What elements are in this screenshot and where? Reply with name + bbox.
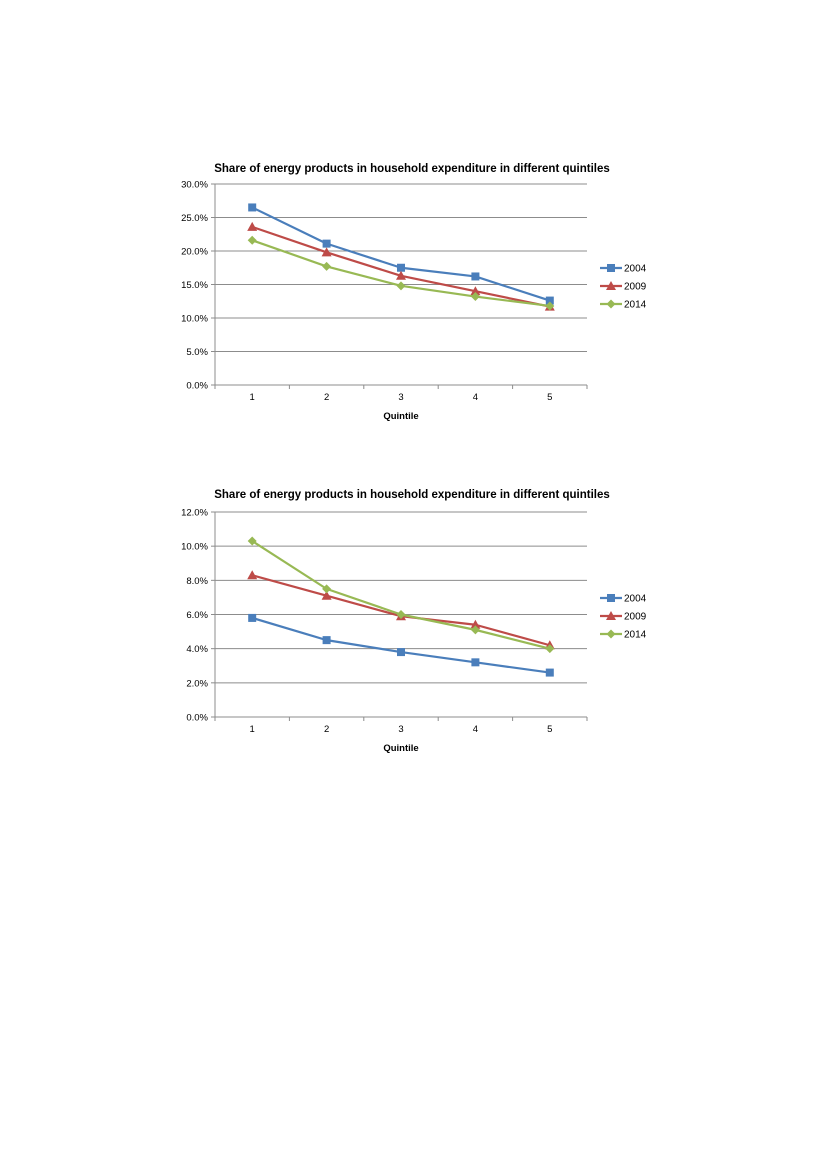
x-tick-label: 5 bbox=[547, 724, 552, 735]
x-tick-label: 2 bbox=[324, 724, 329, 735]
chart-title: Share of energy products in household ex… bbox=[214, 489, 610, 501]
legend-marker bbox=[606, 611, 616, 620]
chart-svg-2: Share of energy products in household ex… bbox=[181, 489, 647, 754]
chart-title: Share of energy products in household ex… bbox=[214, 163, 610, 175]
legend-marker bbox=[607, 264, 615, 272]
series-2014 bbox=[247, 235, 555, 311]
data-point-2004 bbox=[397, 263, 405, 272]
legend-label: 2004 bbox=[624, 594, 647, 605]
legend-label: 2009 bbox=[624, 282, 647, 293]
y-tick-label: 0.0% bbox=[186, 713, 208, 724]
data-point-2014 bbox=[396, 281, 406, 291]
y-tick-label: 30.0% bbox=[181, 180, 208, 191]
x-axis-label: Quintile bbox=[383, 743, 418, 754]
data-point-2014 bbox=[322, 584, 332, 594]
data-point-2014 bbox=[247, 536, 257, 546]
data-point-2014 bbox=[247, 235, 257, 245]
x-axis-label: Quintile bbox=[383, 411, 418, 422]
data-point-2014 bbox=[322, 261, 332, 271]
legend-item-2009: 2009 bbox=[600, 281, 647, 293]
y-tick-label: 10.0% bbox=[181, 542, 208, 553]
data-point-2004 bbox=[322, 636, 331, 645]
legend-marker bbox=[606, 281, 616, 290]
legend-label: 2004 bbox=[624, 264, 647, 275]
y-tick-label: 12.0% bbox=[181, 508, 208, 519]
data-point-2009 bbox=[396, 270, 406, 280]
y-tick-label: 0.0% bbox=[186, 381, 208, 392]
legend-item-2014: 2014 bbox=[600, 629, 647, 641]
x-tick-label: 3 bbox=[398, 724, 403, 735]
x-tick-label: 4 bbox=[473, 724, 478, 735]
y-tick-label: 25.0% bbox=[181, 213, 208, 224]
y-tick-label: 15.0% bbox=[181, 280, 208, 291]
y-tick-label: 2.0% bbox=[186, 678, 208, 689]
y-tick-label: 4.0% bbox=[186, 644, 208, 655]
legend-item-2004: 2004 bbox=[600, 594, 647, 605]
data-point-2009 bbox=[470, 286, 481, 296]
y-tick-label: 20.0% bbox=[181, 247, 208, 258]
data-point-2014 bbox=[396, 610, 406, 619]
legend-marker bbox=[607, 594, 615, 602]
data-point-2004 bbox=[248, 613, 257, 622]
legend-marker bbox=[606, 299, 616, 309]
data-point-2009 bbox=[470, 619, 481, 629]
y-tick-label: 8.0% bbox=[186, 576, 208, 587]
legend-label: 2014 bbox=[624, 300, 647, 311]
x-tick-label: 2 bbox=[324, 392, 329, 403]
x-tick-label: 3 bbox=[398, 392, 403, 403]
legend-label: 2009 bbox=[624, 612, 647, 623]
data-point-2004 bbox=[545, 668, 554, 677]
data-point-2004 bbox=[545, 296, 554, 305]
chart-energy-share-2: Share of energy products in household ex… bbox=[0, 478, 827, 768]
legend-item-2009: 2009 bbox=[600, 611, 647, 623]
chart-svg-1: Share of energy products in household ex… bbox=[181, 163, 647, 422]
legend-item-2014: 2014 bbox=[600, 299, 647, 311]
data-point-2004 bbox=[322, 239, 331, 248]
x-tick-label: 1 bbox=[250, 724, 255, 735]
data-point-2009 bbox=[247, 221, 258, 231]
data-point-2014 bbox=[545, 644, 555, 654]
chart-energy-share-1: Share of energy products in household ex… bbox=[0, 150, 827, 440]
data-point-2004 bbox=[397, 648, 405, 657]
data-point-2009 bbox=[321, 590, 332, 600]
x-tick-label: 1 bbox=[250, 392, 255, 403]
data-point-2004 bbox=[248, 203, 257, 212]
data-point-2014 bbox=[470, 292, 480, 302]
series-line-2004 bbox=[251, 616, 550, 674]
x-tick-label: 4 bbox=[473, 392, 478, 403]
y-tick-label: 10.0% bbox=[181, 314, 208, 325]
y-tick-label: 6.0% bbox=[186, 610, 208, 621]
data-point-2014 bbox=[470, 625, 480, 635]
data-point-2009 bbox=[247, 570, 258, 580]
series-2004 bbox=[248, 203, 554, 305]
legend-marker bbox=[606, 629, 616, 639]
legend-label: 2014 bbox=[624, 630, 647, 641]
y-tick-label: 5.0% bbox=[186, 347, 208, 358]
legend-item-2004: 2004 bbox=[600, 264, 647, 275]
series-2004 bbox=[248, 613, 554, 677]
series-2014 bbox=[247, 536, 555, 654]
data-point-2004 bbox=[471, 272, 480, 281]
data-point-2009 bbox=[321, 247, 332, 257]
data-point-2014 bbox=[545, 301, 555, 311]
data-point-2004 bbox=[471, 658, 480, 667]
x-tick-label: 5 bbox=[547, 392, 552, 403]
